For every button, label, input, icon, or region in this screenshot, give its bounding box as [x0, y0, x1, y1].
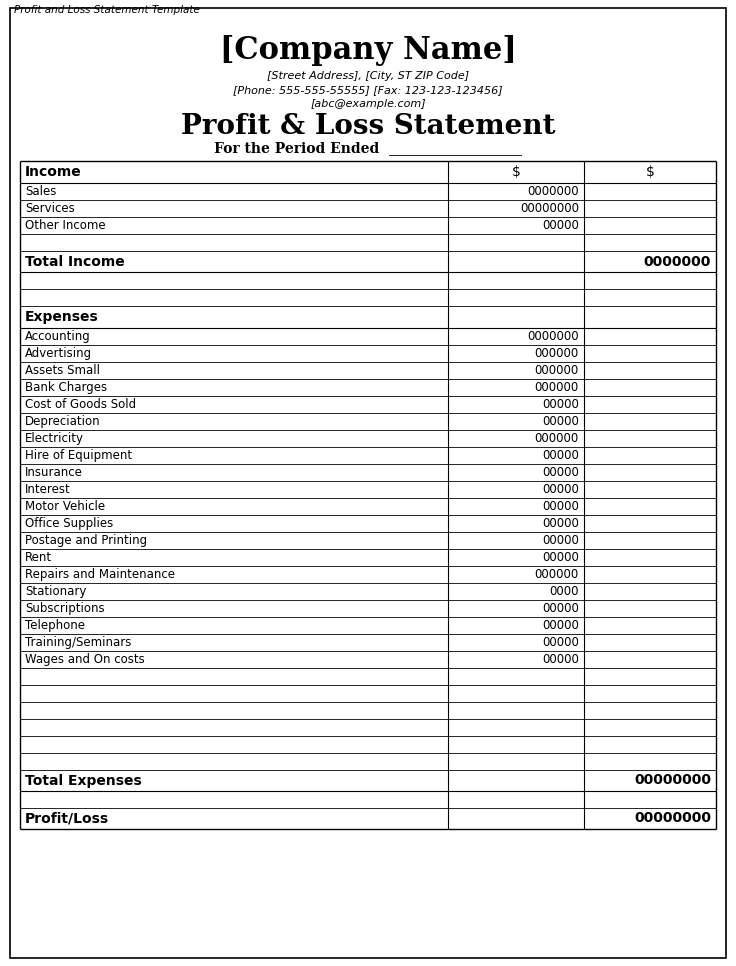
- Text: 00000: 00000: [542, 517, 578, 530]
- Text: 00000: 00000: [542, 500, 578, 513]
- Text: Accounting: Accounting: [25, 330, 91, 343]
- Text: 00000: 00000: [542, 551, 578, 564]
- Text: Total Income: Total Income: [25, 254, 124, 269]
- Text: Training/Seminars: Training/Seminars: [25, 636, 131, 649]
- Text: Sales: Sales: [25, 185, 57, 198]
- Text: Cost of Goods Sold: Cost of Goods Sold: [25, 398, 136, 411]
- Text: 00000: 00000: [542, 219, 578, 232]
- Text: 0000000: 0000000: [527, 185, 578, 198]
- Text: 000000: 000000: [534, 432, 578, 445]
- Text: Profit and Loss Statement Template: Profit and Loss Statement Template: [14, 5, 200, 15]
- Text: Rent: Rent: [25, 551, 52, 564]
- Text: 00000000: 00000000: [634, 811, 711, 826]
- Text: 00000: 00000: [542, 483, 578, 496]
- Text: $: $: [512, 165, 520, 179]
- Text: [Street Address], [City, ST ZIP Code]: [Street Address], [City, ST ZIP Code]: [267, 71, 469, 81]
- Text: Assets Small: Assets Small: [25, 364, 100, 377]
- Text: $: $: [645, 165, 654, 179]
- Text: Advertising: Advertising: [25, 347, 92, 360]
- Text: 000000: 000000: [534, 347, 578, 360]
- Text: [abc@example.com]: [abc@example.com]: [310, 99, 426, 109]
- Text: 00000: 00000: [542, 619, 578, 632]
- Text: Income: Income: [25, 165, 82, 179]
- Text: Telephone: Telephone: [25, 619, 85, 632]
- Text: 00000: 00000: [542, 449, 578, 462]
- Text: 00000: 00000: [542, 653, 578, 666]
- Text: Motor Vehicle: Motor Vehicle: [25, 500, 105, 513]
- Text: 00000000: 00000000: [634, 774, 711, 787]
- Text: Postage and Printing: Postage and Printing: [25, 534, 147, 547]
- Text: 000000: 000000: [534, 381, 578, 394]
- Text: Electricity: Electricity: [25, 432, 84, 445]
- Text: 00000: 00000: [542, 602, 578, 615]
- Text: 0000: 0000: [549, 585, 578, 598]
- Text: Office Supplies: Office Supplies: [25, 517, 113, 530]
- Text: Subscriptions: Subscriptions: [25, 602, 105, 615]
- Text: Stationary: Stationary: [25, 585, 86, 598]
- Text: 00000: 00000: [542, 415, 578, 428]
- Text: Total Expenses: Total Expenses: [25, 774, 142, 787]
- Text: 00000: 00000: [542, 636, 578, 649]
- Text: 00000: 00000: [542, 534, 578, 547]
- Text: Repairs and Maintenance: Repairs and Maintenance: [25, 568, 175, 581]
- Text: 0000000: 0000000: [643, 254, 711, 269]
- Text: Insurance: Insurance: [25, 466, 83, 479]
- Text: For the Period Ended  ___________________: For the Period Ended ___________________: [214, 141, 522, 155]
- Text: 000000: 000000: [534, 568, 578, 581]
- Text: Depreciation: Depreciation: [25, 415, 101, 428]
- Text: [Company Name]: [Company Name]: [219, 35, 517, 66]
- Text: 0000000: 0000000: [527, 330, 578, 343]
- Text: Profit/Loss: Profit/Loss: [25, 811, 109, 826]
- Text: Profit & Loss Statement: Profit & Loss Statement: [181, 113, 555, 140]
- Text: 00000: 00000: [542, 398, 578, 411]
- Text: Interest: Interest: [25, 483, 71, 496]
- Text: 000000: 000000: [534, 364, 578, 377]
- Text: Wages and On costs: Wages and On costs: [25, 653, 145, 666]
- Text: 00000: 00000: [542, 466, 578, 479]
- Text: Hire of Equipment: Hire of Equipment: [25, 449, 132, 462]
- Text: 00000000: 00000000: [520, 202, 578, 215]
- Text: Services: Services: [25, 202, 75, 215]
- Text: [Phone: 555-555-55555] [Fax: 123-123-123456]: [Phone: 555-555-55555] [Fax: 123-123-123…: [233, 85, 503, 95]
- Text: Expenses: Expenses: [25, 310, 99, 324]
- Text: Other Income: Other Income: [25, 219, 106, 232]
- Text: Bank Charges: Bank Charges: [25, 381, 107, 394]
